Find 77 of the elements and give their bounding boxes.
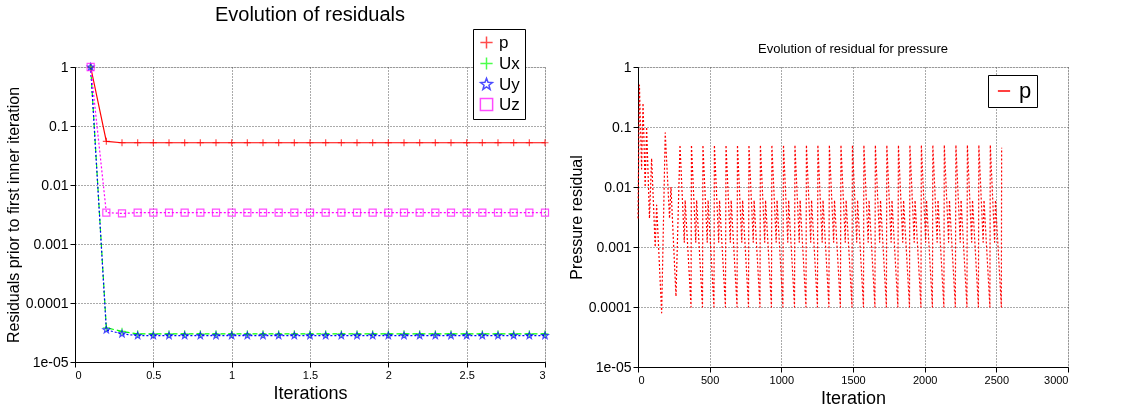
- x-tick-label: 0: [75, 368, 82, 381]
- legend-label: Uz: [499, 94, 520, 114]
- point: [180, 208, 189, 217]
- point: [478, 208, 487, 217]
- legend-label: Uy: [499, 74, 521, 94]
- x-tick-label: 2: [385, 368, 392, 381]
- y-tick-label: 0.0001: [25, 294, 69, 311]
- point: [133, 208, 142, 217]
- x-tick-label: 0.5: [146, 368, 162, 381]
- point: [305, 208, 315, 217]
- y-tick-label: 1e-05: [595, 358, 632, 375]
- x-tick-label: 2.5: [459, 368, 475, 381]
- line-series: [637, 84, 1003, 314]
- point: [509, 208, 518, 217]
- point: [415, 208, 424, 217]
- x-tick-label: 1.5: [302, 368, 319, 381]
- y-tick-label: 0.1: [612, 118, 632, 135]
- point: [258, 138, 268, 147]
- point: [305, 138, 315, 147]
- point: [149, 208, 158, 217]
- point: [117, 138, 127, 147]
- point: [352, 208, 362, 217]
- x-tick-label: 1: [229, 368, 236, 381]
- point: [462, 208, 471, 217]
- point: [399, 138, 409, 147]
- chart-title: Evolution of residual for pressure: [757, 41, 949, 56]
- y-tick-label: 0.0001: [588, 298, 632, 315]
- y-axis-title: Residuals prior to first inner iteration: [4, 86, 22, 344]
- x-tick-label: 1000: [769, 373, 795, 386]
- y-axis-title: Pressure residual: [567, 155, 585, 280]
- point: [352, 138, 362, 147]
- point: [493, 138, 503, 147]
- chart-title: Evolution of residuals: [214, 2, 406, 25]
- legend-label: p: [1019, 78, 1032, 103]
- point: [117, 209, 127, 218]
- point: [493, 208, 503, 217]
- point: [525, 208, 534, 217]
- point: [258, 208, 268, 217]
- point: [164, 208, 174, 217]
- y-tick-label: 0.01: [604, 178, 632, 195]
- point: [102, 208, 111, 217]
- point: [399, 208, 409, 217]
- y-tick-label: 1e-05: [32, 353, 69, 370]
- point: [164, 138, 174, 147]
- point: [321, 208, 330, 217]
- y-tick-label: 0.001: [596, 238, 632, 255]
- x-tick-label: 3: [539, 368, 546, 381]
- x-axis-title: Iteration: [820, 387, 887, 408]
- point: [227, 208, 236, 217]
- point: [384, 208, 393, 217]
- point: [368, 208, 377, 217]
- x-axis-title: Iterations: [273, 382, 348, 403]
- point: [211, 208, 221, 217]
- point: [446, 208, 456, 217]
- point: [431, 208, 440, 217]
- point: [540, 208, 550, 217]
- x-tick-label: 2500: [984, 373, 1010, 386]
- point: [243, 208, 252, 217]
- point: [196, 208, 205, 217]
- legend-label: p: [499, 32, 509, 52]
- point: [290, 208, 299, 217]
- x-tick-label: 500: [700, 373, 720, 386]
- x-tick-label: 1500: [841, 373, 866, 386]
- legend-label: Ux: [499, 53, 521, 73]
- x-tick-label: 2000: [912, 373, 938, 386]
- y-tick-label: 0.01: [41, 176, 69, 193]
- point: [446, 138, 456, 147]
- point: [274, 208, 283, 217]
- point: [337, 208, 346, 217]
- y-tick-label: 1: [60, 58, 69, 75]
- point: [540, 138, 550, 147]
- y-tick-label: 1: [623, 58, 632, 75]
- y-tick-label: 0.001: [33, 235, 69, 252]
- y-tick-label: 0.1: [49, 117, 69, 134]
- point: [211, 138, 221, 147]
- x-tick-label: 0: [638, 373, 645, 386]
- x-tick-label: 3000: [1044, 373, 1069, 386]
